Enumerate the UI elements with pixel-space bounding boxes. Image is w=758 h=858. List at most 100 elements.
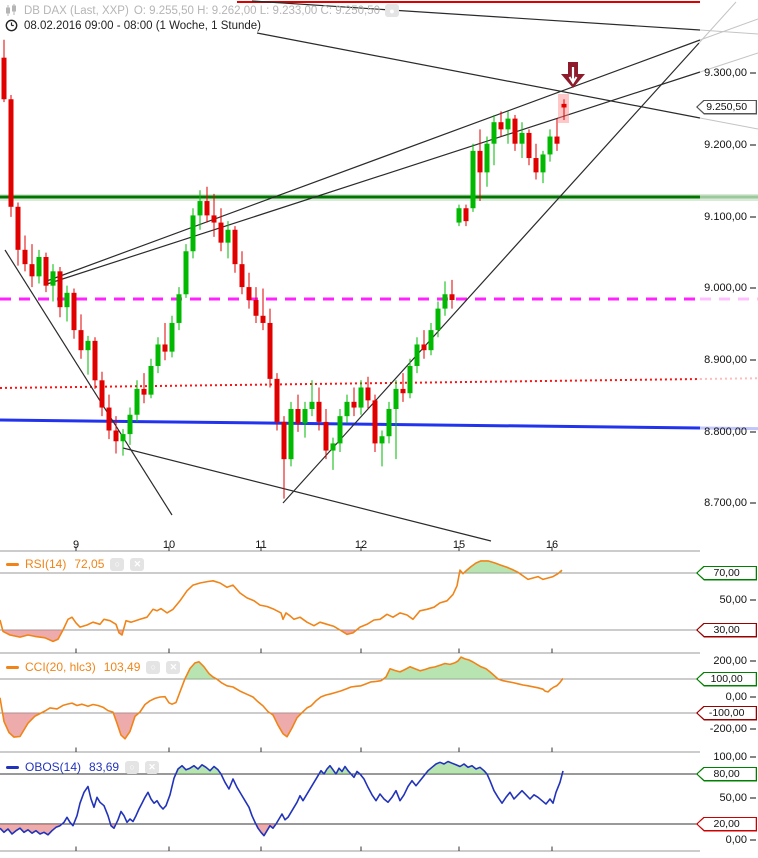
candle[interactable] <box>463 208 469 222</box>
candle[interactable] <box>92 340 98 381</box>
candle[interactable] <box>512 118 518 144</box>
candle[interactable] <box>351 401 357 408</box>
candle[interactable] <box>547 136 553 155</box>
candle[interactable] <box>183 251 189 295</box>
candle[interactable] <box>155 344 161 366</box>
obos-settings-icon[interactable]: ○ <box>125 760 140 774</box>
candle[interactable] <box>281 421 287 460</box>
candle[interactable] <box>449 294 455 301</box>
candle[interactable] <box>442 294 448 309</box>
candle[interactable] <box>78 330 84 351</box>
trendline-downtrend-main[interactable] <box>256 32 701 119</box>
rsi-settings-icon[interactable]: ○ <box>110 557 125 571</box>
candle[interactable] <box>232 229 238 265</box>
candle[interactable] <box>99 380 105 408</box>
candle[interactable] <box>267 322 273 379</box>
candle[interactable] <box>288 408 294 460</box>
candle[interactable] <box>134 388 140 415</box>
candle[interactable] <box>358 387 364 408</box>
series-settings-icon[interactable]: ● <box>384 4 399 17</box>
candle[interactable] <box>239 264 245 288</box>
candle[interactable] <box>337 416 343 444</box>
candle[interactable] <box>190 215 196 252</box>
candle[interactable] <box>491 122 497 144</box>
candle[interactable] <box>484 143 490 173</box>
candle[interactable] <box>169 322 175 352</box>
candle[interactable] <box>386 408 392 437</box>
candle[interactable] <box>15 206 21 250</box>
candle[interactable] <box>57 271 63 308</box>
candle[interactable] <box>127 414 133 435</box>
candle[interactable] <box>316 401 322 422</box>
trendline-downtrend-left[interactable] <box>4 249 173 516</box>
candle[interactable] <box>435 308 441 331</box>
rsi-close-icon[interactable]: ✕ <box>130 557 145 571</box>
candle[interactable] <box>561 103 567 108</box>
candle[interactable] <box>162 344 168 352</box>
candle[interactable] <box>372 400 378 444</box>
candle[interactable] <box>505 118 511 130</box>
candle[interactable] <box>43 256 49 286</box>
candle[interactable] <box>533 158 539 173</box>
candle[interactable] <box>554 136 560 144</box>
candle[interactable] <box>106 407 112 431</box>
candle[interactable] <box>260 315 266 323</box>
candle[interactable] <box>148 365 154 395</box>
obos-close-icon[interactable]: ✕ <box>145 760 160 774</box>
candle[interactable] <box>8 99 14 207</box>
trendline-uptrend-steep[interactable] <box>282 42 700 504</box>
candle[interactable] <box>246 287 252 301</box>
candle[interactable] <box>50 271 56 286</box>
obos-line[interactable] <box>0 760 564 837</box>
candle[interactable] <box>477 150 483 173</box>
candle[interactable] <box>22 249 28 265</box>
candle[interactable] <box>400 388 406 394</box>
candle[interactable] <box>253 300 259 316</box>
candle[interactable] <box>218 222 224 243</box>
trendline-rising-wedge-lower[interactable] <box>43 71 701 286</box>
cci-close-icon[interactable]: ✕ <box>166 660 181 674</box>
candle[interactable] <box>379 436 385 444</box>
candle[interactable] <box>414 344 420 366</box>
candle[interactable] <box>519 132 525 144</box>
candle[interactable] <box>428 330 434 351</box>
rsi-line[interactable] <box>0 560 563 643</box>
candle[interactable] <box>176 294 182 323</box>
candle[interactable] <box>365 387 371 401</box>
candle[interactable] <box>309 401 315 409</box>
trendline-rising-wedge-upper[interactable] <box>43 39 701 283</box>
candle[interactable] <box>274 378 280 422</box>
candle[interactable] <box>225 229 231 243</box>
candle[interactable] <box>540 154 546 173</box>
candle[interactable] <box>302 408 308 424</box>
candle[interactable] <box>141 388 147 395</box>
candle[interactable] <box>211 215 217 223</box>
candle[interactable] <box>295 408 301 424</box>
candle[interactable] <box>120 434 126 442</box>
candle[interactable] <box>526 132 532 159</box>
candle[interactable] <box>323 421 329 451</box>
candle[interactable] <box>470 150 476 209</box>
candle[interactable] <box>29 264 35 277</box>
candle[interactable] <box>393 388 399 409</box>
candle[interactable] <box>204 201 210 216</box>
trendline-downtrend-upper[interactable] <box>251 0 701 31</box>
candle[interactable] <box>113 430 119 442</box>
candle[interactable] <box>197 201 203 216</box>
candle[interactable] <box>330 443 336 451</box>
candle[interactable] <box>71 292 77 331</box>
cci-settings-icon[interactable]: ○ <box>146 660 161 674</box>
candle[interactable] <box>344 401 350 417</box>
candle[interactable] <box>456 208 462 223</box>
candle[interactable] <box>64 292 70 308</box>
candle[interactable] <box>421 344 427 351</box>
candle[interactable] <box>85 340 91 351</box>
rsi-value: 72,05 <box>74 557 105 571</box>
candle[interactable] <box>407 365 413 394</box>
cci-line[interactable] <box>0 656 564 740</box>
candle[interactable] <box>498 122 504 130</box>
candle[interactable] <box>36 256 42 277</box>
candle[interactable] <box>1 57 7 100</box>
trendline-downtrend-low[interactable] <box>122 447 492 542</box>
